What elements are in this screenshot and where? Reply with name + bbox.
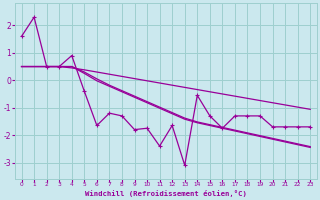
X-axis label: Windchill (Refroidissement éolien,°C): Windchill (Refroidissement éolien,°C) xyxy=(85,190,247,197)
